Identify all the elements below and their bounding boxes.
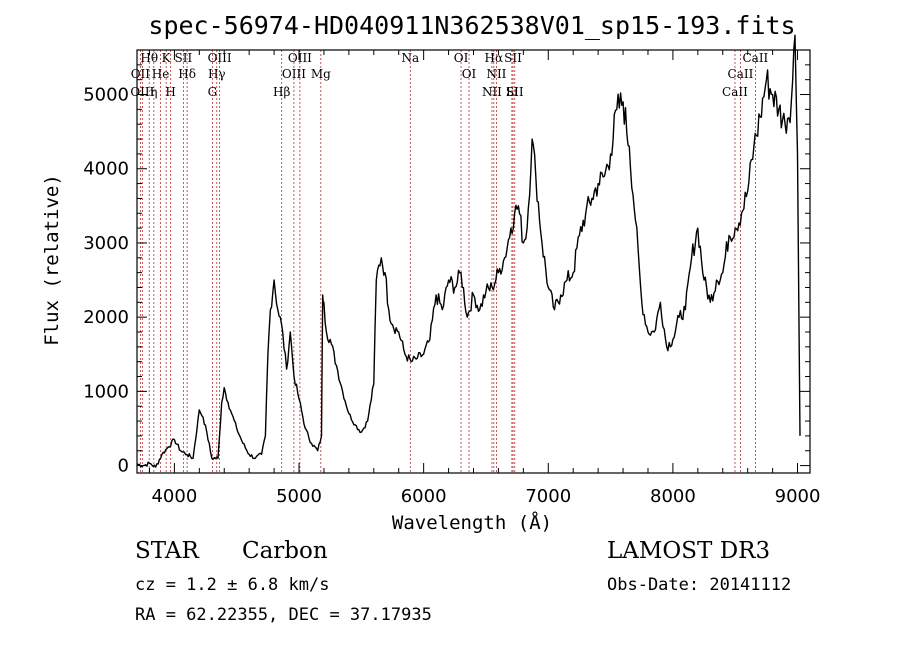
line-marker-label: NII <box>486 67 506 81</box>
subclass-label: Carbon <box>242 538 328 564</box>
line-marker-label: OIII <box>208 51 232 65</box>
line-marker-label: SII <box>504 51 522 65</box>
x-tick-label: 5000 <box>276 486 322 507</box>
y-tick-label: 5000 <box>83 85 129 106</box>
x-tick-label: 7000 <box>525 486 571 507</box>
line-marker-label: He <box>152 67 170 81</box>
y-tick-label: 2000 <box>83 307 129 328</box>
line-marker-label: OI <box>454 51 469 65</box>
y-tick-label: 3000 <box>83 233 129 254</box>
x-axis-ticks: 4000 5000 6000 7000 8000 9000 <box>148 50 821 507</box>
spectrum-line <box>136 34 801 468</box>
plot-frame <box>136 49 811 474</box>
line-marker-label: Hδ <box>178 67 196 81</box>
line-marker-label: OI <box>462 67 477 81</box>
x-tick-label: 9000 <box>775 486 821 507</box>
line-marker-label: SII <box>175 51 193 65</box>
line-marker-label: Na <box>401 51 419 65</box>
x-tick-label: 6000 <box>401 486 447 507</box>
y-tick-label: 0 <box>118 456 129 477</box>
line-marker-label: Mg <box>311 67 331 81</box>
x-tick-label: 4000 <box>151 486 197 507</box>
line-marker-label: NII <box>482 85 502 99</box>
class-label: STAR <box>135 538 199 564</box>
spectral-line-markers <box>139 50 756 473</box>
line-marker-label: Hβ <box>273 85 290 99</box>
survey-label: LAMOST DR3 <box>607 538 770 564</box>
redshift-label: cz = 1.2 ± 6.8 km/s <box>135 575 329 595</box>
y-axis-label: Flux (relative) <box>41 174 63 346</box>
x-axis-label: Wavelength (Å) <box>392 511 552 534</box>
line-marker-label: G <box>208 85 218 99</box>
line-marker-label: SII <box>506 85 524 99</box>
line-marker-label: OII <box>131 67 151 81</box>
line-marker-label: CaII <box>722 85 748 99</box>
line-marker-label: Hθ <box>140 51 158 65</box>
line-marker-label: Hγ <box>208 67 226 81</box>
radec-label: RA = 62.22355, DEC = 37.17935 <box>135 605 432 625</box>
y-tick-label: 4000 <box>83 159 129 180</box>
line-marker-label: H <box>165 85 175 99</box>
line-marker-label: Hα <box>485 51 504 65</box>
y-axis-ticks: 0 1000 2000 3000 4000 5000 <box>83 49 810 477</box>
line-marker-label: CaII <box>728 67 754 81</box>
line-marker-label: CaII <box>742 51 768 65</box>
chart-title: spec-56974-HD040911N362538V01_sp15-193.f… <box>148 11 795 40</box>
line-marker-label: OIII <box>282 67 306 81</box>
line-marker-label: K <box>162 51 172 65</box>
x-tick-label: 8000 <box>650 486 696 507</box>
y-tick-label: 1000 <box>83 381 129 402</box>
line-marker-label: OIII <box>288 51 312 65</box>
line-marker-label: η <box>150 85 157 99</box>
line-marker-label: Li <box>506 85 518 99</box>
obs-date-label: Obs-Date: 20141112 <box>607 575 791 595</box>
